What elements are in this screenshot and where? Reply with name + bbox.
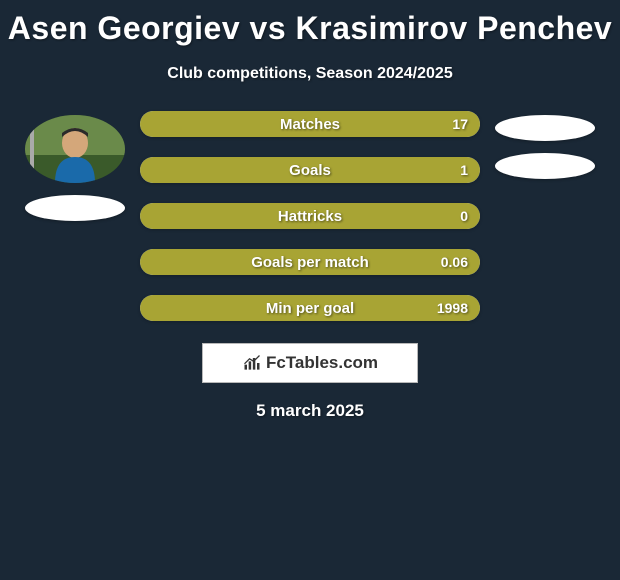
- stat-value-left: 0.06: [441, 254, 468, 270]
- chart-icon: [242, 353, 262, 373]
- stat-label: Hattricks: [140, 208, 480, 225]
- logo-box[interactable]: FcTables.com: [202, 343, 418, 383]
- stat-bar: Goals per match0.06: [140, 249, 480, 275]
- player-avatar-left: [25, 115, 125, 183]
- stats-list: Matches17 Goals1 Hattricks0 Goals per match…: [140, 111, 480, 321]
- stat-value-left: 17: [452, 116, 468, 132]
- stat-label: Goals per match: [140, 254, 480, 271]
- stat-label: Goals: [140, 162, 480, 179]
- comparison-content: Matches17 Goals1 Hattricks0 Goals per match…: [0, 111, 620, 321]
- stat-label: Matches: [140, 116, 480, 133]
- right-player-column: [490, 111, 600, 321]
- player-pill: [495, 115, 595, 141]
- stat-bar: Min per goal1998: [140, 295, 480, 321]
- player-pill: [25, 195, 125, 221]
- stat-label: Min per goal: [140, 300, 480, 317]
- stat-bar: Goals1: [140, 157, 480, 183]
- logo-text: FcTables.com: [266, 353, 378, 373]
- subtitle: Club competitions, Season 2024/2025: [0, 65, 620, 83]
- player-pill: [495, 153, 595, 179]
- stat-bar: Hattricks0: [140, 203, 480, 229]
- stat-value-left: 1998: [437, 300, 468, 316]
- stat-bar: Matches17: [140, 111, 480, 137]
- left-player-column: [20, 111, 130, 321]
- date-label: 5 march 2025: [0, 401, 620, 421]
- stat-value-left: 0: [460, 208, 468, 224]
- stat-value-left: 1: [460, 162, 468, 178]
- page-title: Asen Georgiev vs Krasimirov Penchev: [0, 0, 620, 47]
